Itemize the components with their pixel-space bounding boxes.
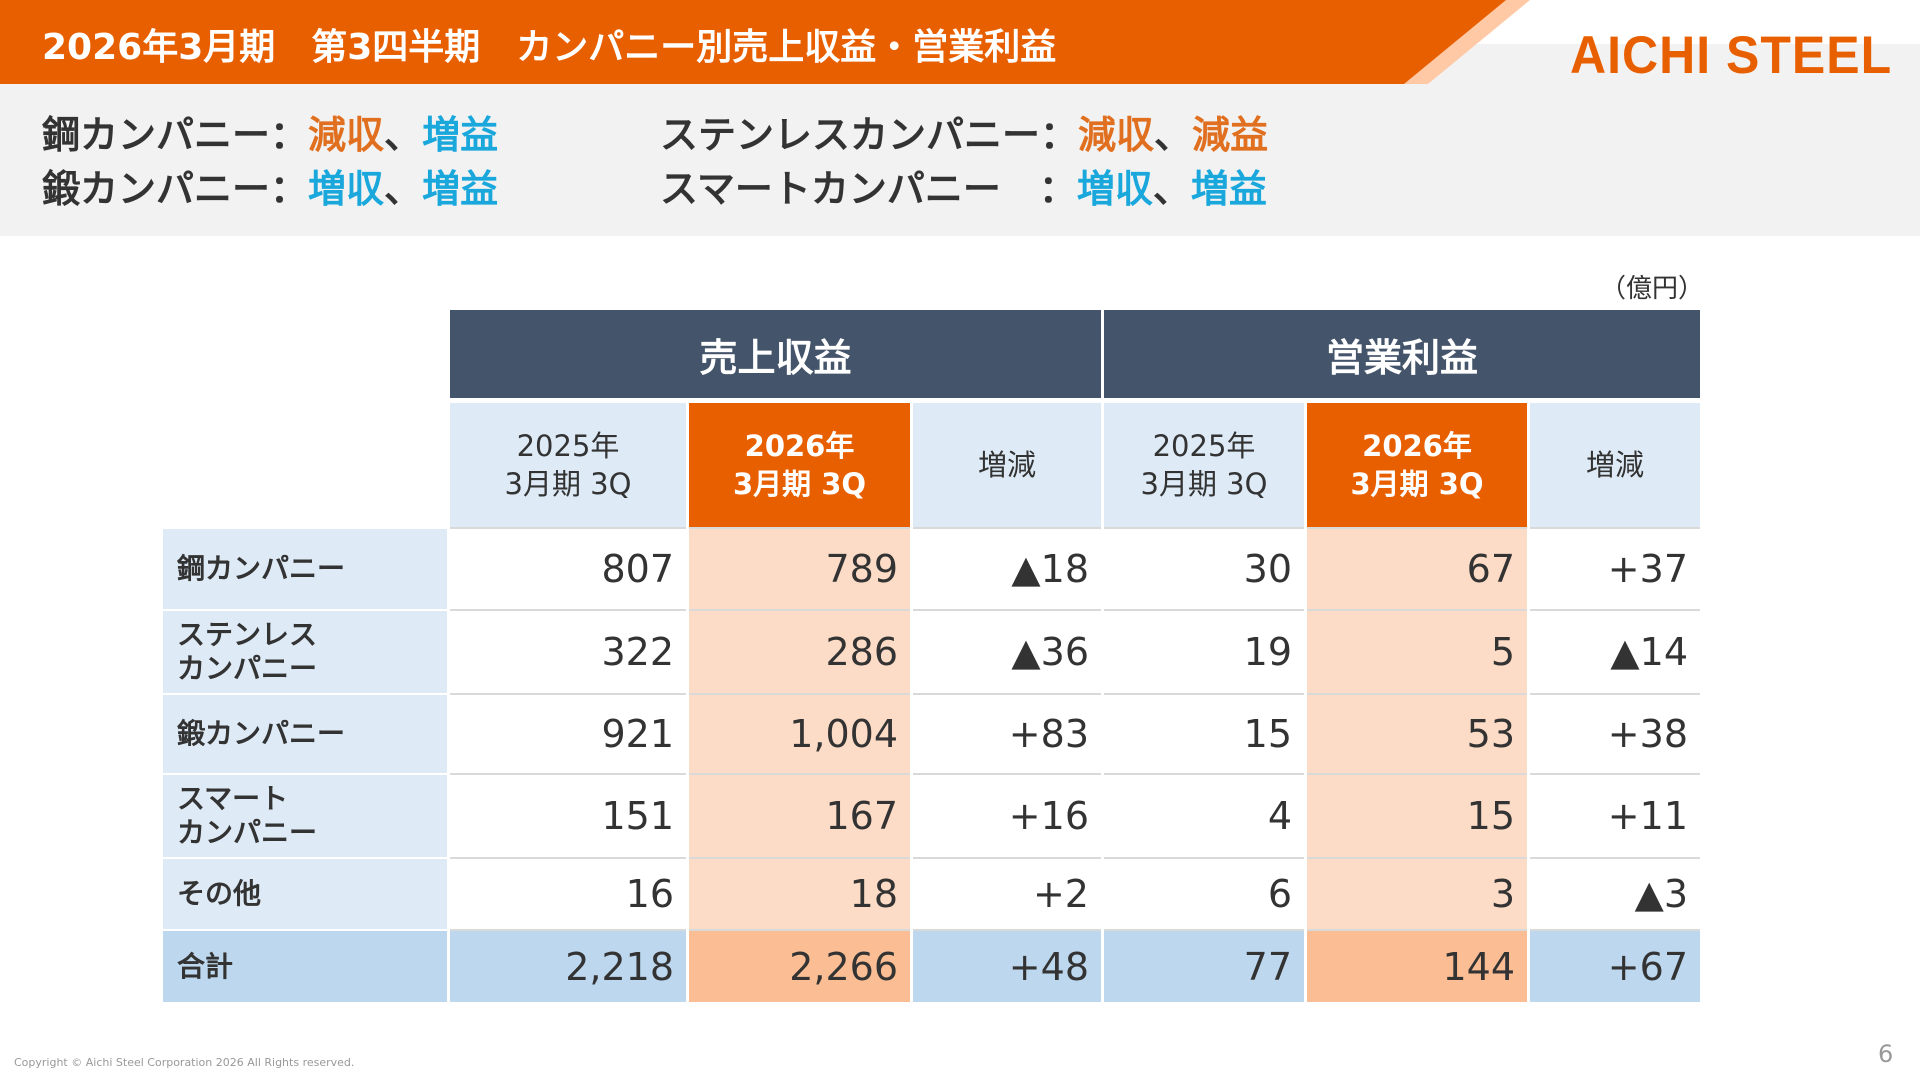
value-cell: +2	[913, 857, 1101, 929]
summary-stainless: ステンレスカンパニー：減収、減益	[660, 113, 1269, 157]
row-label: 合計	[163, 929, 447, 1002]
value-cell: 6	[1104, 857, 1304, 929]
value-cell: +67	[1530, 929, 1700, 1002]
table-row: ステンレス カンパニー 322 286 ▲36 19 5 ▲14	[163, 609, 1700, 693]
table-row: 合計 2,218 2,266 +48 77 144 +67	[163, 929, 1700, 1002]
copyright: Copyright © Aichi Steel Corporation 2026…	[14, 1056, 355, 1069]
value-cell: 2,266	[689, 929, 910, 1002]
row-label-line1: 鍛カンパニー	[177, 717, 346, 750]
row-label-line2: カンパニー	[177, 816, 318, 849]
value-cell: 286	[689, 609, 910, 693]
row-label-line1: 合計	[177, 949, 234, 983]
page-number: 6	[1878, 1040, 1894, 1068]
row-label-line1: スマート	[177, 782, 289, 815]
value-cell: 15	[1307, 773, 1527, 857]
group-header-operating-profit: 営業利益	[1104, 310, 1700, 398]
summary-smart: スマートカンパニー ：増収、増益	[660, 167, 1267, 211]
table-row: 鍛カンパニー 921 1,004 +83 15 53 +38	[163, 693, 1700, 773]
column-header-line2: 3月期 3Q	[504, 467, 632, 501]
row-label-line2: カンパニー	[177, 652, 318, 685]
page-title: 2026年3月期 第3四半期 カンパニー別売上収益・営業利益	[42, 27, 1057, 68]
value-cell: +48	[913, 929, 1101, 1002]
column-header-line2: 3月期 3Q	[1140, 467, 1268, 501]
value-cell: +37	[1530, 527, 1700, 609]
column-header: 増減	[913, 398, 1101, 527]
value-cell: 3	[1307, 857, 1527, 929]
column-header-line1: 2026年	[1362, 429, 1472, 463]
column-header: 増減	[1530, 398, 1700, 527]
column-header: 2026年 3月期 3Q	[1307, 398, 1527, 527]
value-cell: 18	[689, 857, 910, 929]
value-cell: 322	[450, 609, 686, 693]
row-label-line1: ステンレス	[177, 618, 318, 651]
company-results-table: 売上収益 営業利益 2025年 3月期 3Q 2026年 3月期 3Q 増減 2025年 3…	[160, 310, 1703, 1002]
value-cell: +83	[913, 693, 1101, 773]
column-header-line1: 増減	[977, 448, 1036, 482]
table-row: 鋼カンパニー 807 789 ▲18 30 67 +37	[163, 527, 1700, 609]
value-cell: 4	[1104, 773, 1304, 857]
row-label: スマート カンパニー	[163, 773, 447, 857]
column-header-line1: 2025年	[516, 429, 620, 463]
row-label: その他	[163, 857, 447, 929]
row-label: 鍛カンパニー	[163, 693, 447, 773]
value-cell: 167	[689, 773, 910, 857]
value-cell: 807	[450, 527, 686, 609]
value-cell: 30	[1104, 527, 1304, 609]
column-header: 2025年 3月期 3Q	[450, 398, 686, 527]
column-header-line1: 増減	[1585, 448, 1644, 482]
value-cell: +11	[1530, 773, 1700, 857]
value-cell: +38	[1530, 693, 1700, 773]
value-cell: ▲36	[913, 609, 1101, 693]
column-header: 2025年 3月期 3Q	[1104, 398, 1304, 527]
column-header-line1: 2026年	[744, 429, 855, 463]
value-cell: 151	[450, 773, 686, 857]
header-bar	[0, 0, 1920, 84]
column-header-line2: 3月期 3Q	[732, 467, 867, 501]
table-row: その他 16 18 +2 6 3 ▲3	[163, 857, 1700, 929]
value-cell: ▲3	[1530, 857, 1700, 929]
value-cell: 15	[1104, 693, 1304, 773]
row-label: ステンレス カンパニー	[163, 609, 447, 693]
row-label-line1: 鋼カンパニー	[177, 552, 346, 585]
unit-label: （億円）	[1600, 274, 1705, 304]
value-cell: ▲14	[1530, 609, 1700, 693]
column-header: 2026年 3月期 3Q	[689, 398, 910, 527]
value-cell: 16	[450, 857, 686, 929]
value-cell: 1,004	[689, 693, 910, 773]
table-row: スマート カンパニー 151 167 +16 4 15 +11	[163, 773, 1700, 857]
group-header-revenue: 売上収益	[450, 310, 1101, 398]
value-cell: 144	[1307, 929, 1527, 1002]
value-cell: 19	[1104, 609, 1304, 693]
aichi-steel-logo: AICHI STEEL	[1570, 25, 1893, 85]
column-header-line1: 2025年	[1152, 429, 1256, 463]
row-label: 鋼カンパニー	[163, 527, 447, 609]
row-label-line1: その他	[177, 877, 262, 910]
summary-steel: 鋼カンパニー：減収、増益	[42, 113, 499, 157]
column-header-line2: 3月期 3Q	[1350, 467, 1484, 501]
value-cell: 53	[1307, 693, 1527, 773]
value-cell: 2,218	[450, 929, 686, 1002]
value-cell: 921	[450, 693, 686, 773]
value-cell: ▲18	[913, 527, 1101, 609]
value-cell: 67	[1307, 527, 1527, 609]
summary-forging: 鍛カンパニー：増収、増益	[42, 167, 499, 211]
value-cell: +16	[913, 773, 1101, 857]
value-cell: 789	[689, 527, 910, 609]
value-cell: 77	[1104, 929, 1304, 1002]
value-cell: 5	[1307, 609, 1527, 693]
